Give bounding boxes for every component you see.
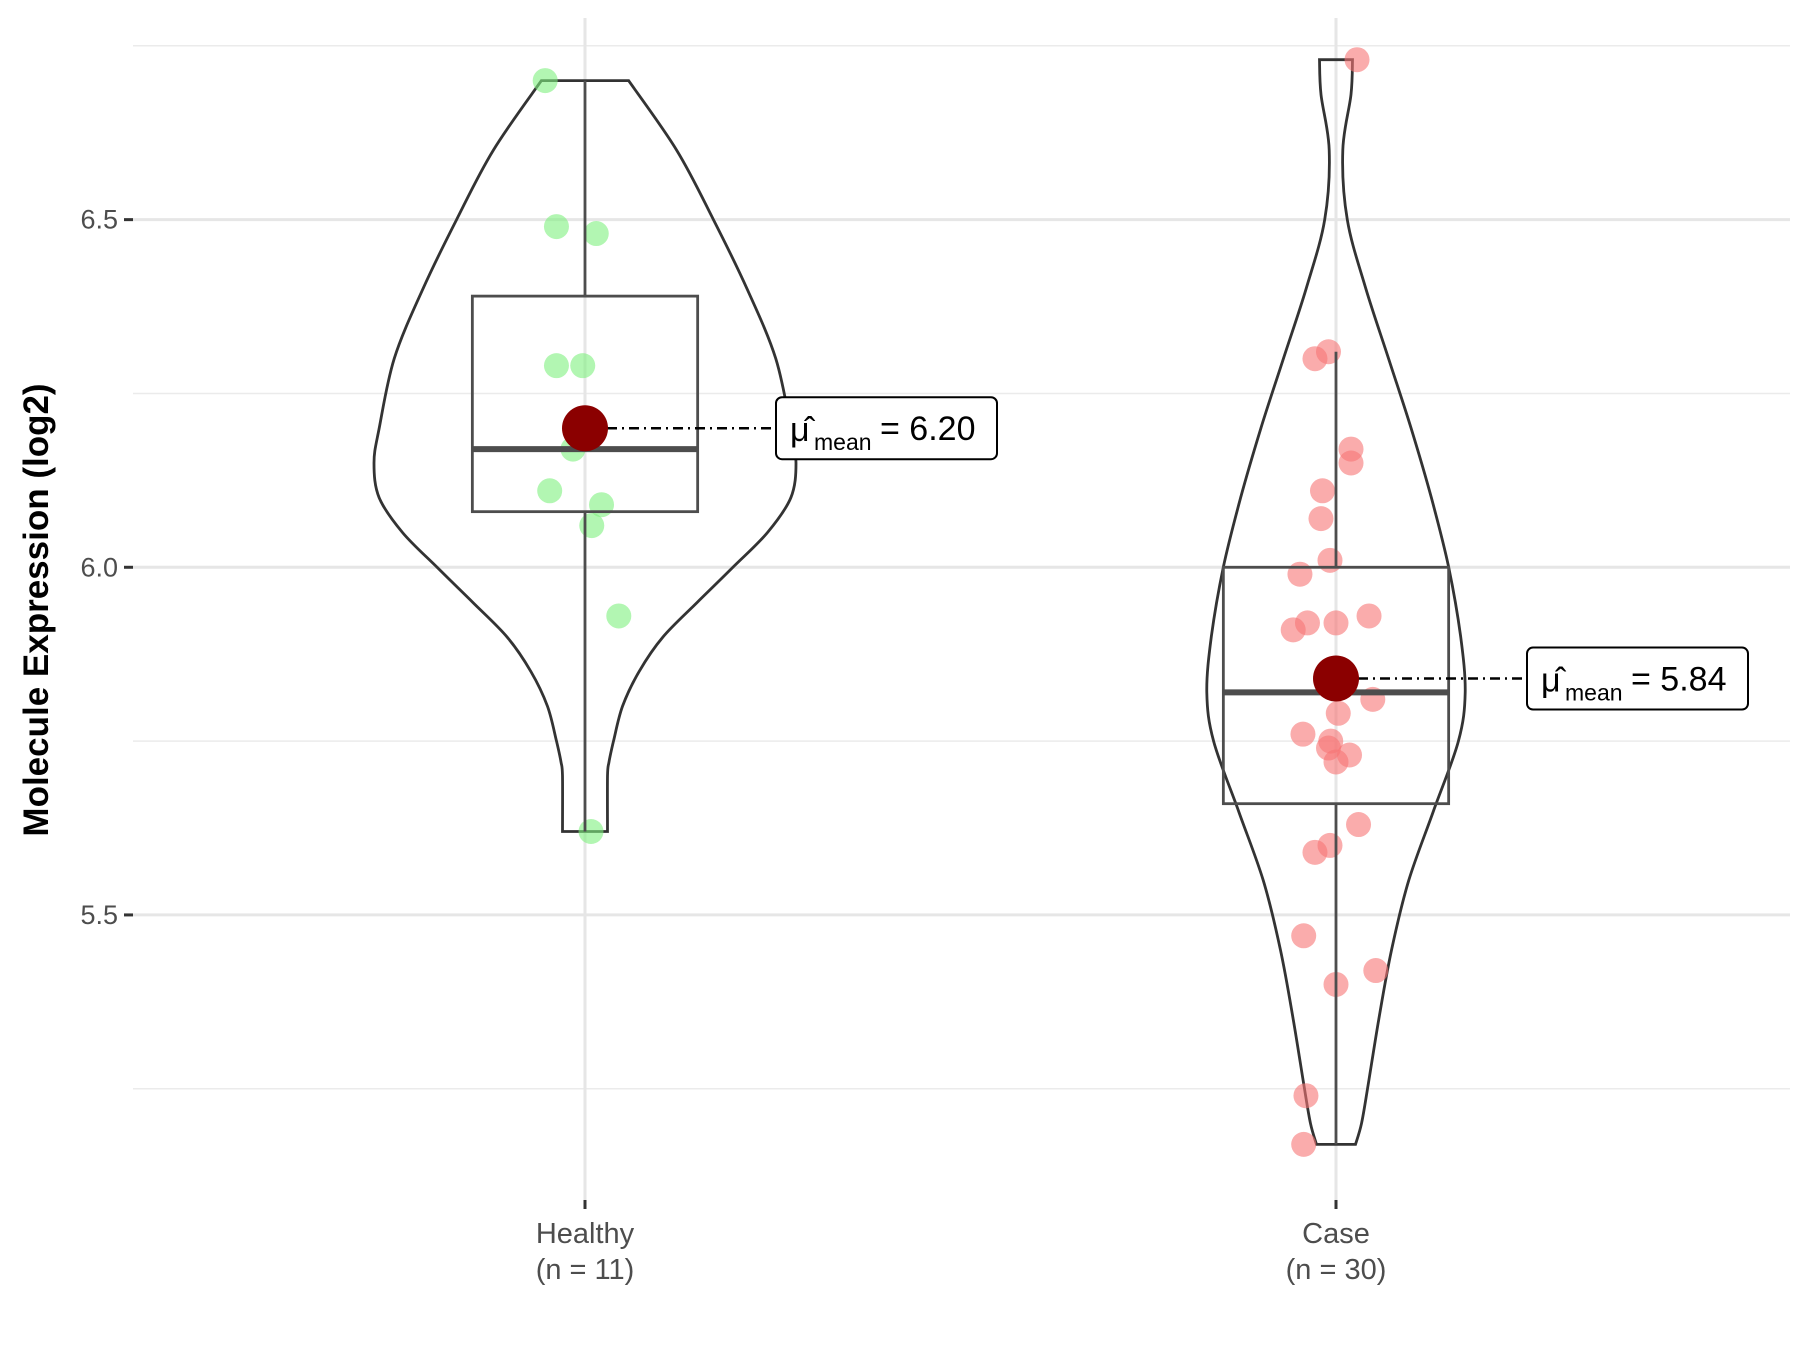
mean-dot bbox=[562, 405, 608, 452]
x-tick-label-n: (n = 11) bbox=[536, 1254, 635, 1286]
data-point bbox=[1363, 958, 1389, 984]
data-point bbox=[1338, 450, 1364, 476]
data-point bbox=[1280, 617, 1306, 643]
violin-layer bbox=[372, 58, 1467, 1146]
data-point bbox=[583, 221, 609, 247]
x-tick-label-case: Case bbox=[1302, 1218, 1370, 1250]
y-tick-label: 6.0 bbox=[80, 552, 118, 582]
box-iqr bbox=[1221, 565, 1451, 806]
data-point bbox=[570, 353, 596, 379]
data-point bbox=[1356, 603, 1382, 629]
y-axis-title: Molecule Expression (log2) bbox=[17, 383, 56, 836]
mean-layer: μ̂ mean = 6.20μ̂ mean = 5.84 bbox=[562, 396, 1749, 711]
data-point bbox=[1325, 700, 1351, 726]
data-point bbox=[532, 68, 558, 94]
mean-dot bbox=[1313, 655, 1359, 702]
mean-label-box bbox=[1526, 646, 1749, 711]
data-point bbox=[1302, 839, 1328, 865]
data-point bbox=[1309, 478, 1335, 504]
data-point bbox=[1293, 1083, 1319, 1109]
x-tick-label-healthy: Healthy bbox=[536, 1218, 635, 1250]
axis-layer: 5.5 6.0 6.5 Healthy (n = 11) Case (n = 30) bbox=[80, 205, 1386, 1286]
y-tick-label: 6.5 bbox=[80, 205, 118, 235]
data-point bbox=[537, 478, 563, 504]
box-iqr bbox=[470, 294, 700, 514]
mean-value-label: = 6.20 bbox=[880, 410, 975, 448]
data-point bbox=[579, 513, 605, 539]
violin-case bbox=[1205, 58, 1467, 1146]
y-tick-label: 5.5 bbox=[80, 900, 118, 930]
data-point bbox=[578, 818, 604, 844]
mean-subscript: mean bbox=[814, 429, 872, 455]
mean-value-label: = 5.84 bbox=[1631, 661, 1726, 699]
data-point bbox=[606, 603, 632, 629]
data-point bbox=[1291, 1131, 1317, 1157]
data-point bbox=[543, 214, 569, 240]
x-tick-label-n: (n = 30) bbox=[1286, 1254, 1387, 1286]
mean-label-box bbox=[775, 396, 998, 461]
data-point bbox=[1323, 610, 1349, 636]
data-point bbox=[1323, 749, 1349, 775]
data-point bbox=[543, 353, 569, 379]
point-layer bbox=[532, 47, 1389, 1157]
data-point bbox=[1346, 812, 1372, 838]
data-point bbox=[1290, 721, 1316, 747]
mean-subscript: mean bbox=[1565, 680, 1623, 706]
data-point bbox=[1291, 923, 1317, 949]
data-point bbox=[1308, 506, 1334, 532]
data-point bbox=[1344, 47, 1370, 73]
data-point bbox=[1317, 547, 1343, 573]
grid-layer bbox=[133, 18, 1790, 1200]
data-point bbox=[1287, 561, 1313, 587]
